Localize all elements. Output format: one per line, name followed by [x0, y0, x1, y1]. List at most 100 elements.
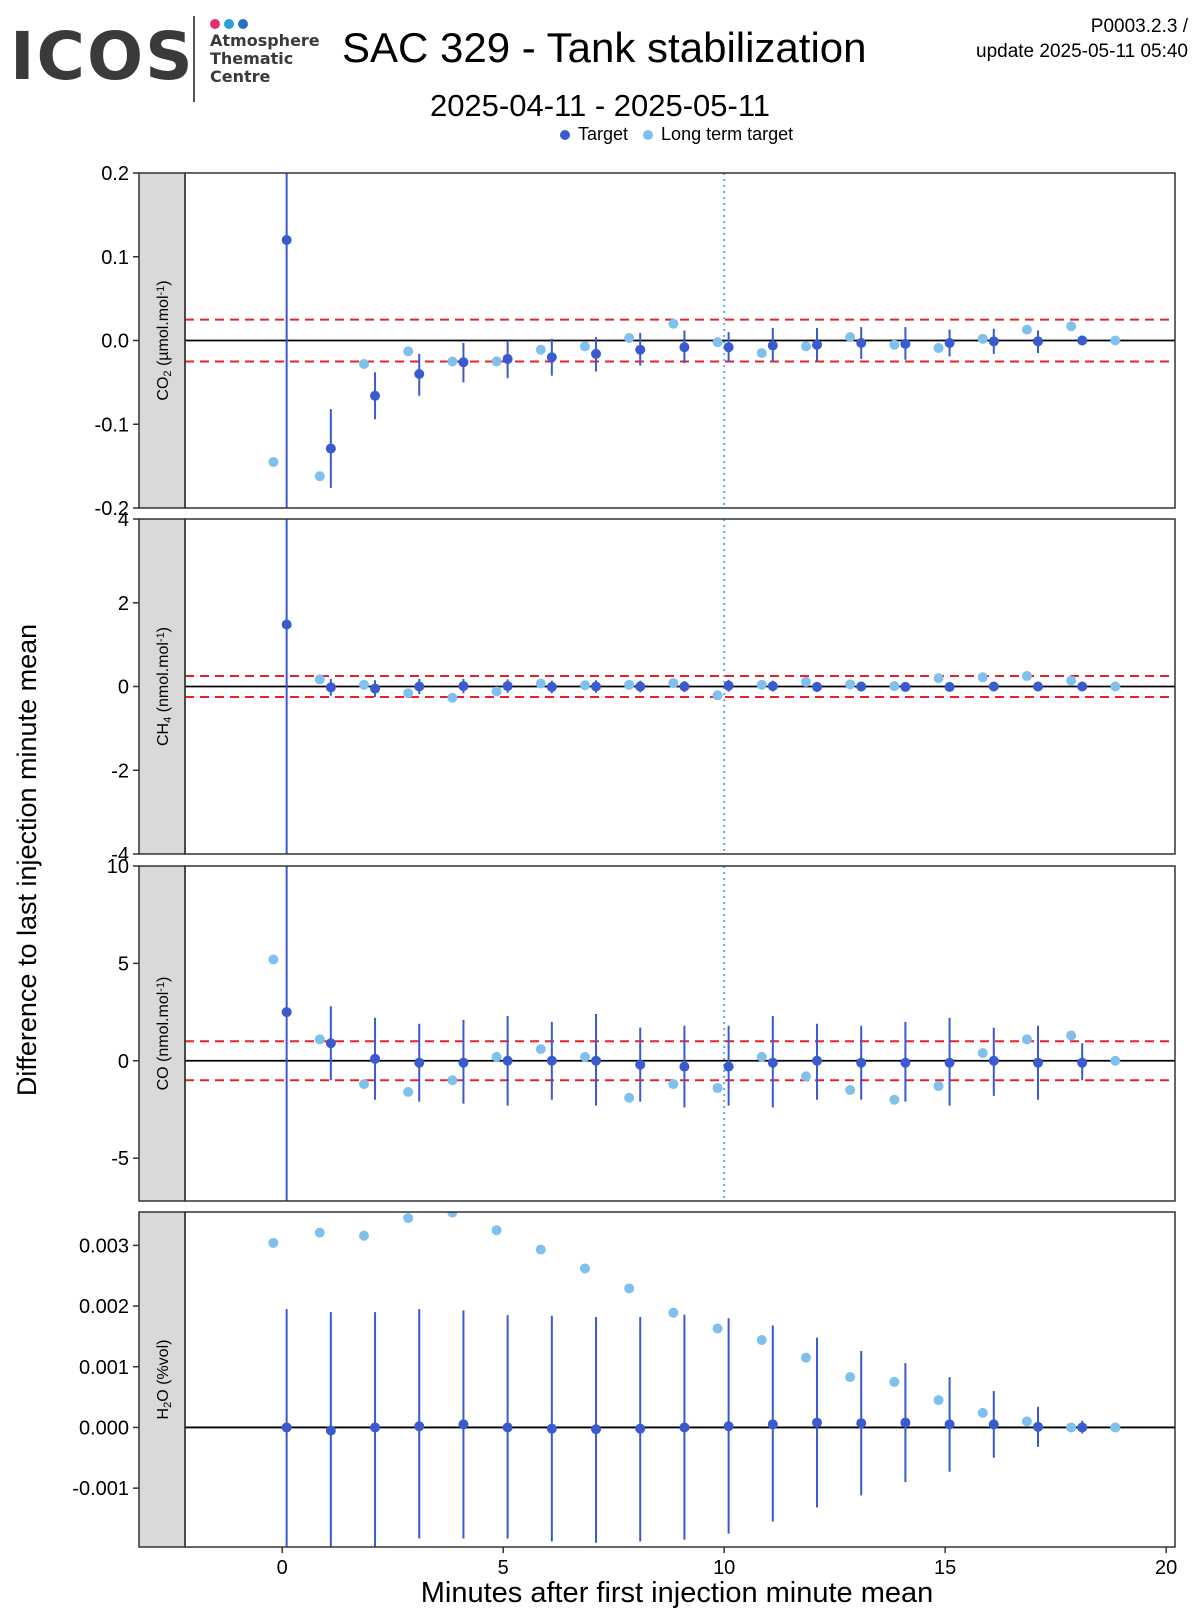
long-term-target-point — [314, 674, 325, 685]
long-term-target-point — [668, 318, 679, 329]
long-term-target-point — [845, 1084, 856, 1095]
y-tick-label: 0.1 — [101, 247, 129, 269]
long-term-target-point — [756, 1051, 767, 1062]
long-term-target-point — [712, 1083, 723, 1094]
date-range-text: 2025-04-11 - 2025-05-11 — [429, 88, 771, 123]
target-point — [635, 681, 646, 692]
facet-strip-label-part: (nmol.mol — [155, 642, 172, 717]
target-point — [502, 1422, 513, 1433]
target-point — [1032, 1057, 1043, 1068]
target-point — [502, 353, 513, 364]
target-point — [1077, 1422, 1088, 1433]
long-term-target-point — [358, 358, 369, 369]
logo-dot-pink — [210, 19, 220, 29]
target-point — [325, 1425, 336, 1436]
legend-label-long-term-target: Long term target — [661, 124, 794, 144]
target-point — [944, 338, 955, 349]
long-term-target-point — [624, 679, 635, 690]
y-tick-label: -0.001 — [72, 1478, 129, 1500]
facet-strip-label-part: CO — [155, 377, 172, 401]
target-point — [723, 680, 734, 691]
long-term-target-point — [1021, 1034, 1032, 1045]
long-term-target-point — [447, 356, 458, 367]
logo-subtitle: Atmosphere Thematic Centre — [210, 32, 320, 86]
date-range-subtitle: 2025-04-11 - 2025-05-11 — [0, 88, 1200, 124]
target-point — [679, 1061, 690, 1072]
target-point — [988, 1055, 999, 1066]
logo-subtitle-line: Centre — [210, 67, 271, 86]
version-line: P0003.2.3 / — [1090, 16, 1188, 37]
long-term-target-point — [977, 1047, 988, 1058]
panel-plot-area — [185, 173, 1175, 508]
target-point — [635, 1059, 646, 1070]
target-point — [325, 1038, 336, 1049]
target-point — [1077, 335, 1088, 346]
long-term-target-point — [403, 1213, 414, 1224]
long-term-target-point — [845, 332, 856, 343]
long-term-target-point — [314, 1227, 325, 1238]
x-tick-label: 5 — [498, 1557, 509, 1579]
facet-strip-label-part: ) — [155, 977, 172, 982]
x-tick-label: 20 — [1155, 1557, 1177, 1579]
target-point — [1032, 1421, 1043, 1432]
facet-strip — [138, 1211, 186, 1548]
x-tick-label: 15 — [934, 1557, 956, 1579]
long-term-target-point — [314, 1034, 325, 1045]
panel-border — [184, 518, 1176, 855]
y-tick-label: 0.001 — [79, 1357, 129, 1379]
target-point — [723, 1421, 734, 1432]
y-tick-label: -0.1 — [95, 414, 129, 436]
chart-title: SAC 329 - Tank stabilization — [342, 24, 867, 71]
target-point — [370, 683, 381, 694]
long-term-target-point — [491, 356, 502, 367]
long-term-target-point — [579, 1051, 590, 1062]
long-term-target-point — [358, 1230, 369, 1241]
icos-logo: ICOS Atmosphere Thematic Centre — [10, 14, 330, 104]
long-term-target-point — [800, 341, 811, 352]
long-term-target-point — [933, 343, 944, 354]
target-point — [458, 1419, 469, 1430]
long-term-target-point — [1021, 671, 1032, 682]
target-point — [414, 369, 425, 379]
long-term-target-point — [447, 692, 458, 703]
target-point — [591, 681, 602, 692]
y-tick-label: -5 — [111, 1148, 129, 1170]
long-term-target-point — [1066, 321, 1077, 332]
long-term-target-point — [314, 471, 325, 482]
long-term-target-point — [358, 1079, 369, 1090]
long-term-target-point — [800, 676, 811, 687]
long-term-target-point — [756, 348, 767, 359]
long-term-target-point — [268, 1237, 279, 1248]
long-term-target-point — [535, 1244, 546, 1255]
long-term-target-point — [403, 1086, 414, 1097]
long-term-target-point — [268, 456, 279, 467]
target-point — [281, 1007, 292, 1018]
panel-h2o: H2O (%vol) -0.001 0.000 0.001 0.002 0.003 — [72, 1211, 1176, 1548]
target-point — [591, 1055, 602, 1066]
facet-strip-label-part: CH — [155, 723, 172, 746]
version-info: P0003.2.3 / update 2025-05-11 05:40 — [976, 14, 1188, 64]
facet-strip-label: CO2 (µmol.mol-1) — [155, 280, 174, 400]
long-term-target-point — [712, 1323, 723, 1334]
long-term-target-point — [535, 1044, 546, 1055]
y-tick-label: 0 — [118, 1051, 129, 1073]
long-term-target-point — [756, 1335, 767, 1346]
target-point — [370, 1422, 381, 1433]
panel-border — [184, 1211, 1176, 1548]
long-term-target-point — [1066, 1030, 1077, 1041]
long-term-target-point — [933, 673, 944, 684]
facet-strip-label: CO (nmol.mol-1) — [155, 977, 172, 1091]
facet-strip-label-part: (µmol.mol — [155, 295, 172, 370]
long-term-target-point — [1066, 1422, 1077, 1433]
y-tick-label: 4 — [118, 509, 129, 531]
target-point — [546, 681, 557, 692]
y-tick-label: 0.002 — [79, 1296, 129, 1318]
long-term-target-point — [624, 1092, 635, 1103]
target-point — [325, 443, 336, 454]
target-point — [635, 1423, 646, 1434]
logo-separator — [193, 16, 195, 102]
long-term-target-point — [403, 688, 414, 699]
target-point — [856, 681, 867, 692]
target-point — [900, 681, 911, 692]
long-term-target-point — [889, 681, 900, 692]
